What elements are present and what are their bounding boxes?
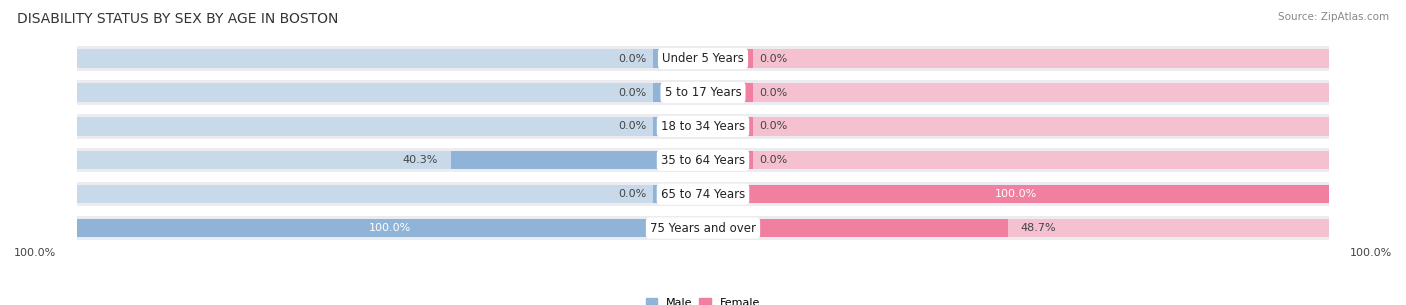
Text: 100.0%: 100.0% (14, 248, 56, 258)
Bar (77, 182, 754, 206)
Text: 75 Years and over: 75 Years and over (650, 221, 756, 235)
Bar (450, 151, 703, 170)
Bar (77, 216, 754, 240)
Text: 0.0%: 0.0% (619, 121, 647, 131)
Bar (703, 83, 754, 102)
Bar (652, 83, 703, 102)
Text: 0.0%: 0.0% (619, 54, 647, 64)
Bar (652, 49, 703, 68)
Bar (652, 46, 1329, 71)
Bar (652, 182, 1329, 206)
Bar (77, 49, 754, 68)
Bar (652, 80, 1329, 105)
Bar (703, 117, 754, 135)
Bar (77, 151, 754, 170)
Bar (652, 83, 1329, 102)
Bar (703, 219, 1008, 237)
Bar (77, 80, 754, 105)
Bar (77, 148, 754, 173)
Bar (77, 117, 754, 135)
Text: 0.0%: 0.0% (619, 88, 647, 98)
Text: 0.0%: 0.0% (759, 155, 787, 165)
Bar (652, 49, 1329, 68)
Text: 100.0%: 100.0% (995, 189, 1038, 199)
Text: 0.0%: 0.0% (759, 121, 787, 131)
Bar (77, 219, 703, 237)
Legend: Male, Female: Male, Female (641, 294, 765, 305)
Bar (77, 185, 754, 203)
Text: 0.0%: 0.0% (759, 54, 787, 64)
Bar (652, 114, 1329, 138)
Text: 0.0%: 0.0% (759, 88, 787, 98)
Text: 40.3%: 40.3% (402, 155, 439, 165)
Bar (703, 49, 754, 68)
Bar (703, 185, 1329, 203)
Bar (77, 114, 754, 138)
Bar (77, 219, 754, 237)
Bar (652, 117, 1329, 135)
Bar (703, 151, 754, 170)
Bar (652, 185, 1329, 203)
Bar (652, 151, 1329, 170)
Text: Under 5 Years: Under 5 Years (662, 52, 744, 65)
Text: 18 to 34 Years: 18 to 34 Years (661, 120, 745, 133)
Text: 65 to 74 Years: 65 to 74 Years (661, 188, 745, 201)
Text: 48.7%: 48.7% (1021, 223, 1056, 233)
Bar (652, 148, 1329, 173)
Bar (652, 219, 1329, 237)
Text: DISABILITY STATUS BY SEX BY AGE IN BOSTON: DISABILITY STATUS BY SEX BY AGE IN BOSTO… (17, 12, 339, 26)
Text: 0.0%: 0.0% (619, 189, 647, 199)
Bar (652, 117, 703, 135)
Text: 100.0%: 100.0% (1350, 248, 1392, 258)
Text: 35 to 64 Years: 35 to 64 Years (661, 154, 745, 167)
Bar (77, 46, 754, 71)
Text: Source: ZipAtlas.com: Source: ZipAtlas.com (1278, 12, 1389, 22)
Bar (77, 83, 754, 102)
Bar (652, 216, 1329, 240)
Text: 100.0%: 100.0% (368, 223, 411, 233)
Bar (652, 185, 703, 203)
Text: 5 to 17 Years: 5 to 17 Years (665, 86, 741, 99)
